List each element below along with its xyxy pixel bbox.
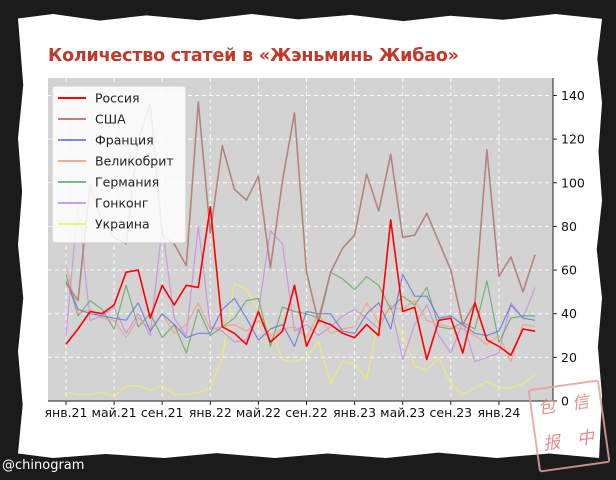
x-tick-label: май.21	[92, 405, 137, 420]
stamp-glyph: 中	[575, 427, 596, 450]
y-tick-label: 80	[561, 219, 577, 234]
y-tick-label: 100	[561, 175, 585, 190]
y-tick-label: 60	[561, 263, 577, 278]
series-line	[65, 282, 536, 398]
x-tick-label: май.23	[380, 405, 425, 420]
seal-stamp: 包 信 报 中	[527, 379, 611, 473]
y-tick-label: 120	[561, 132, 585, 147]
y-tick-label: 40	[561, 306, 577, 321]
x-tick-label: янв.23	[333, 405, 376, 420]
legend: Россия США Франция Великобрит Германия Гонкон…	[51, 85, 187, 244]
legend-label: Россия	[95, 91, 140, 106]
watermark-handle: @chinogram	[2, 458, 85, 473]
x-tick-label: янв.24	[477, 405, 520, 420]
x-tick-label: сен.23	[430, 405, 473, 420]
x-tick-label: янв.22	[189, 405, 232, 420]
series-line	[65, 265, 536, 363]
x-tick-label: май.22	[236, 405, 281, 420]
x-tick-label: сен.22	[285, 405, 328, 420]
x-tick-label: сен.21	[141, 405, 184, 420]
y-tick-label: 0	[561, 394, 569, 409]
legend-label: Великобрит	[95, 154, 174, 169]
stamp-glyph: 包	[536, 396, 557, 420]
legend-label: Германия	[95, 175, 159, 190]
y-tick-label: 140	[561, 88, 585, 103]
stamp-glyph: 报	[541, 432, 562, 455]
y-tick-label: 20	[561, 350, 577, 365]
legend-label: Украина	[95, 217, 150, 232]
x-tick-label: янв.21	[45, 405, 88, 420]
legend-label: Франция	[95, 133, 154, 148]
series-line	[65, 273, 536, 347]
series-line	[65, 206, 536, 361]
stamp-glyph: 信	[570, 392, 591, 415]
chart-title: Количество статей в «Жэньминь Жибао»	[48, 46, 459, 66]
legend-label: Гонконг	[95, 196, 148, 211]
legend-label: США	[95, 112, 126, 127]
